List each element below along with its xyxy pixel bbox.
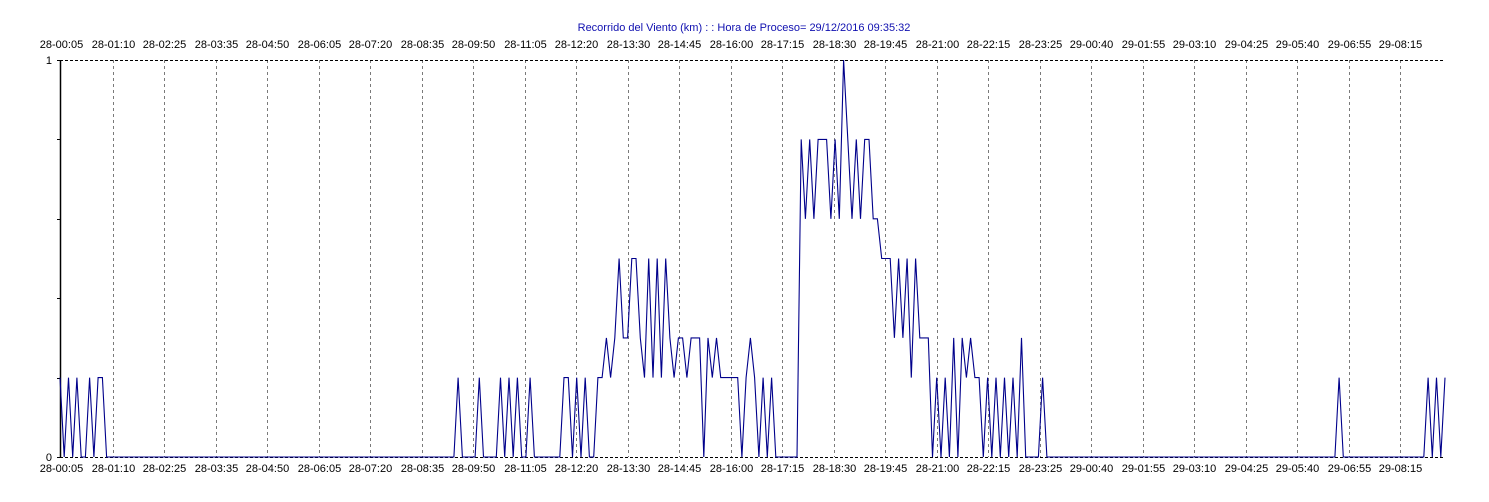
x-tick-label-top: 28-13:30	[607, 39, 650, 51]
x-tick-label-bottom: 29-01:55	[1122, 463, 1165, 475]
x-tick-label-bottom: 28-11:05	[504, 463, 547, 475]
x-tick-label-bottom: 29-05:40	[1276, 463, 1319, 475]
x-tick-label-bottom: 28-03:35	[195, 463, 238, 475]
x-tick-label-bottom: 28-02:25	[143, 463, 186, 475]
x-tick-label-bottom: 28-04:50	[246, 463, 289, 475]
x-tick-label-top: 28-17:15	[761, 39, 804, 51]
x-tick-label-bottom: 28-09:50	[452, 463, 495, 475]
series-line	[59, 59, 1446, 458]
x-tick-label-top: 28-19:45	[864, 39, 907, 51]
x-tick-label-bottom: 28-08:35	[401, 463, 444, 475]
x-tick-label-top: 28-04:50	[246, 39, 289, 51]
series-layer	[59, 59, 1446, 458]
x-tick-label-bottom: 28-18:30	[813, 463, 856, 475]
x-tick-label-top: 28-00:05	[40, 39, 83, 51]
x-tick-label-top: 29-08:15	[1379, 39, 1422, 51]
x-tick-label-bottom: 28-12:20	[555, 463, 598, 475]
x-tick-label-top: 28-22:15	[967, 39, 1010, 51]
x-tick-label-top: 28-14:45	[658, 39, 701, 51]
x-tick-label-bottom: 28-23:25	[1019, 463, 1062, 475]
x-tick-label-top: 29-04:25	[1225, 39, 1268, 51]
x-tick-label-top: 28-08:35	[401, 39, 444, 51]
x-tick-label-top: 28-02:25	[143, 39, 186, 51]
grid-layer	[113, 60, 1401, 457]
x-tick-label-top: 29-00:40	[1070, 39, 1113, 51]
x-tick-label-bottom: 29-00:40	[1070, 463, 1113, 475]
x-tick-label-bottom: 28-17:15	[761, 463, 804, 475]
x-tick-label-top: 29-05:40	[1276, 39, 1319, 51]
x-tick-label-top: 28-11:05	[504, 39, 547, 51]
x-tick-label-top: 28-03:35	[195, 39, 238, 51]
chart-title: Recorrido del Viento (km) : : Hora de Pr…	[578, 22, 911, 34]
x-tick-label-bottom: 29-03:10	[1173, 463, 1216, 475]
x-tick-label-top: 28-23:25	[1019, 39, 1062, 51]
x-tick-label-bottom: 29-06:55	[1328, 463, 1371, 475]
x-tick-label-bottom: 28-22:15	[967, 463, 1010, 475]
x-tick-label-top: 28-01:10	[92, 39, 135, 51]
x-tick-label-bottom: 29-04:25	[1225, 463, 1268, 475]
x-tick-label-top: 28-07:20	[349, 39, 392, 51]
x-tick-label-top: 28-06:05	[298, 39, 341, 51]
x-tick-label-bottom: 28-13:30	[607, 463, 650, 475]
x-tick-label-top: 28-18:30	[813, 39, 856, 51]
x-tick-label-top: 28-09:50	[452, 39, 495, 51]
y-tick-label: 0	[46, 452, 52, 464]
x-tick-label-bottom: 29-08:15	[1379, 463, 1422, 475]
x-tick-label-top: 28-12:20	[555, 39, 598, 51]
x-tick-label-top: 29-01:55	[1122, 39, 1165, 51]
x-tick-label-bottom: 28-16:00	[710, 463, 753, 475]
x-tick-label-bottom: 28-00:05	[40, 463, 83, 475]
x-tick-label-bottom: 28-21:00	[916, 463, 959, 475]
x-tick-label-bottom: 28-06:05	[298, 463, 341, 475]
x-tick-label-bottom: 28-14:45	[658, 463, 701, 475]
y-tick-label: 1	[46, 55, 52, 67]
x-tick-label-bottom: 28-01:10	[92, 463, 135, 475]
x-tick-label-bottom: 28-19:45	[864, 463, 907, 475]
x-tick-label-top: 29-06:55	[1328, 39, 1371, 51]
x-tick-label-top: 28-16:00	[710, 39, 753, 51]
x-tick-label-bottom: 28-07:20	[349, 463, 392, 475]
x-tick-label-top: 28-21:00	[916, 39, 959, 51]
x-tick-label-top: 29-03:10	[1173, 39, 1216, 51]
label-layer: Recorrido del Viento (km) : : Hora de Pr…	[40, 22, 1422, 475]
